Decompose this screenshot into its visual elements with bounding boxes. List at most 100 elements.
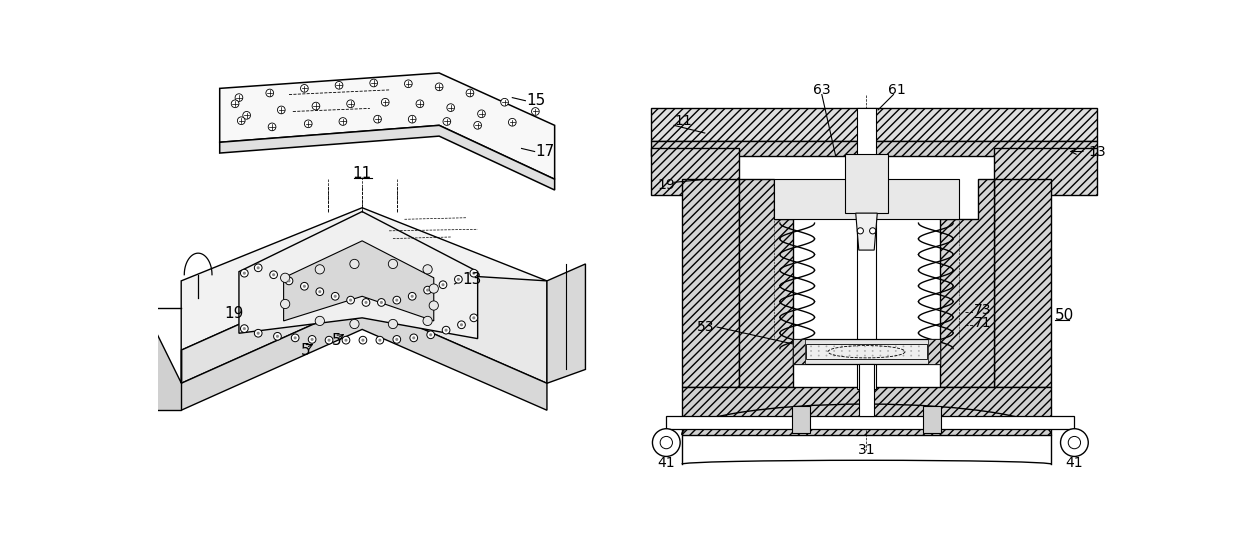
Circle shape — [872, 350, 874, 352]
Text: 63: 63 — [813, 83, 831, 97]
Polygon shape — [792, 406, 810, 432]
Polygon shape — [806, 344, 926, 360]
Circle shape — [918, 350, 920, 352]
Circle shape — [417, 100, 424, 108]
Circle shape — [254, 264, 262, 271]
Circle shape — [243, 327, 246, 330]
Polygon shape — [219, 125, 554, 190]
Circle shape — [460, 323, 463, 326]
Polygon shape — [651, 108, 1097, 141]
Circle shape — [268, 123, 277, 131]
Circle shape — [660, 436, 672, 449]
Polygon shape — [181, 302, 547, 410]
Circle shape — [501, 98, 508, 106]
Circle shape — [362, 299, 370, 306]
Circle shape — [857, 228, 863, 234]
Circle shape — [444, 329, 448, 332]
Circle shape — [429, 333, 433, 336]
Circle shape — [408, 293, 417, 300]
Circle shape — [331, 293, 339, 300]
Circle shape — [410, 334, 418, 342]
Circle shape — [365, 301, 367, 304]
Circle shape — [872, 355, 874, 356]
Circle shape — [470, 314, 477, 322]
Circle shape — [864, 355, 866, 356]
Circle shape — [443, 118, 450, 125]
Circle shape — [393, 336, 401, 343]
Circle shape — [334, 295, 337, 298]
Circle shape — [327, 338, 331, 342]
Circle shape — [455, 275, 463, 283]
Circle shape — [532, 108, 539, 115]
Circle shape — [879, 355, 882, 356]
Text: 15: 15 — [526, 93, 546, 108]
Circle shape — [257, 266, 259, 269]
Circle shape — [243, 271, 246, 275]
Circle shape — [895, 355, 897, 356]
Circle shape — [841, 345, 843, 347]
Circle shape — [408, 115, 417, 123]
Circle shape — [254, 329, 262, 337]
Circle shape — [241, 269, 248, 277]
Circle shape — [236, 94, 243, 102]
Circle shape — [231, 100, 239, 108]
Circle shape — [294, 336, 296, 339]
Circle shape — [857, 345, 858, 347]
Circle shape — [378, 338, 382, 342]
Circle shape — [278, 106, 285, 114]
Circle shape — [887, 355, 889, 356]
Circle shape — [243, 112, 250, 119]
Polygon shape — [794, 338, 805, 364]
Circle shape — [887, 345, 889, 347]
Circle shape — [304, 120, 312, 128]
Circle shape — [285, 277, 293, 285]
Polygon shape — [682, 179, 739, 387]
Circle shape — [441, 283, 445, 286]
Circle shape — [429, 284, 439, 293]
Circle shape — [508, 119, 516, 126]
Text: 19: 19 — [224, 306, 244, 321]
Text: 41: 41 — [657, 456, 675, 469]
Circle shape — [427, 331, 434, 338]
Circle shape — [410, 295, 414, 298]
Polygon shape — [239, 212, 477, 338]
Circle shape — [274, 332, 281, 340]
Circle shape — [257, 332, 259, 335]
Polygon shape — [666, 416, 1074, 429]
Circle shape — [361, 338, 365, 342]
Circle shape — [429, 301, 439, 310]
Circle shape — [879, 350, 882, 352]
Polygon shape — [547, 264, 585, 384]
Text: 13: 13 — [463, 272, 481, 287]
Circle shape — [350, 259, 360, 269]
Polygon shape — [181, 269, 362, 384]
Circle shape — [841, 355, 843, 356]
Circle shape — [857, 350, 858, 352]
Polygon shape — [857, 108, 875, 388]
Text: 61: 61 — [888, 83, 906, 97]
Circle shape — [360, 336, 367, 344]
Circle shape — [446, 104, 455, 112]
Text: 11: 11 — [352, 165, 372, 181]
Polygon shape — [219, 73, 554, 179]
Circle shape — [288, 279, 290, 282]
Circle shape — [864, 345, 866, 347]
Polygon shape — [844, 154, 888, 213]
Circle shape — [910, 345, 913, 347]
Text: 11: 11 — [675, 114, 692, 128]
Circle shape — [335, 82, 343, 89]
Text: 31: 31 — [858, 443, 875, 458]
Circle shape — [303, 285, 306, 288]
Circle shape — [1068, 436, 1080, 449]
Circle shape — [826, 345, 827, 347]
Circle shape — [347, 100, 355, 108]
Polygon shape — [856, 213, 877, 250]
Circle shape — [300, 282, 309, 290]
Circle shape — [379, 301, 383, 304]
Circle shape — [241, 325, 248, 332]
Circle shape — [910, 355, 913, 356]
Circle shape — [472, 271, 475, 275]
Polygon shape — [181, 208, 547, 350]
Text: 5: 5 — [332, 333, 341, 348]
Text: 41: 41 — [1065, 456, 1084, 469]
